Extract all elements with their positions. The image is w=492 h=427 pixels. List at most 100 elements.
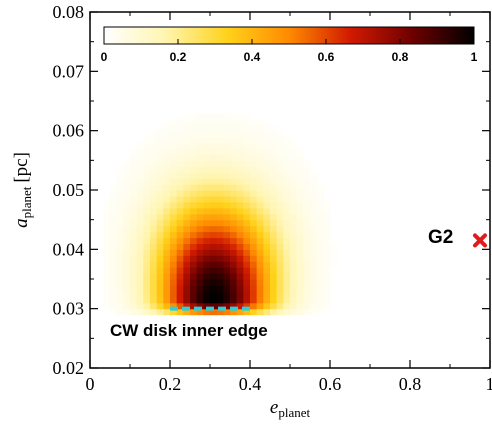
density-cell <box>103 213 111 221</box>
density-cell <box>143 243 151 250</box>
density-cell <box>323 213 331 221</box>
density-cell <box>270 142 278 150</box>
density-cell <box>136 154 144 161</box>
density-cell <box>323 225 331 233</box>
density-cell <box>243 154 251 161</box>
density-cell <box>316 302 324 310</box>
density-cell <box>296 284 304 292</box>
density-cell <box>183 207 191 215</box>
density-cell <box>110 296 118 304</box>
density-cell <box>123 213 131 221</box>
density-cell <box>156 178 164 185</box>
density-cell <box>196 136 204 144</box>
density-cell <box>270 178 278 185</box>
y-axis: 0.02 0.03 0.04 0.05 0.06 0.07 0.08 <box>53 2 490 378</box>
density-cell <box>110 213 118 221</box>
density-cell <box>263 136 271 144</box>
density-cell <box>170 130 178 138</box>
density-cell <box>130 231 138 239</box>
density-cell <box>283 190 291 197</box>
density-cell <box>210 243 218 250</box>
density-cell <box>163 172 171 179</box>
colorbar-ticks: 0 0.2 0.4 0.6 0.8 1 <box>101 39 478 64</box>
density-cell <box>263 148 271 155</box>
density-cell <box>236 302 244 310</box>
density-cell <box>256 124 264 132</box>
density-cell <box>223 273 231 280</box>
density-cell <box>323 207 331 215</box>
density-cell <box>210 184 218 191</box>
density-cell <box>216 190 224 197</box>
density-cell <box>236 184 244 191</box>
density-cell <box>196 148 204 155</box>
density-cell <box>196 160 204 167</box>
density-cell <box>190 284 198 292</box>
density-cell <box>216 201 224 209</box>
density-cell <box>116 284 124 292</box>
density-cell <box>230 296 238 304</box>
density-cell <box>136 261 144 268</box>
density-cell <box>316 290 324 298</box>
density-cell <box>170 261 178 268</box>
density-cell <box>323 249 331 256</box>
density-cell <box>103 225 111 233</box>
density-cell <box>176 118 184 126</box>
density-cell <box>303 178 311 185</box>
density-cell <box>310 308 318 316</box>
density-cell <box>310 184 318 191</box>
density-cell <box>230 142 238 150</box>
density-cell <box>210 136 218 144</box>
density-cell <box>210 124 218 132</box>
density-cell <box>130 225 138 233</box>
density-cell <box>103 267 111 274</box>
density-cell <box>156 279 164 286</box>
density-cell <box>263 243 271 250</box>
density-cell <box>190 296 198 304</box>
density-cell <box>290 195 298 203</box>
density-cell <box>223 142 231 150</box>
density-cell <box>250 219 258 227</box>
density-cell <box>270 225 278 233</box>
density-cell <box>130 284 138 292</box>
density-cell <box>143 178 151 185</box>
density-cell <box>143 142 151 150</box>
density-cell <box>236 231 244 239</box>
density-cell <box>196 118 204 126</box>
density-cell <box>283 148 291 155</box>
density-cell <box>256 142 264 150</box>
density-cell <box>216 160 224 167</box>
density-cell <box>230 148 238 155</box>
density-cell <box>296 279 304 286</box>
density-cell <box>256 273 264 280</box>
density-cell <box>250 201 258 209</box>
density-cell <box>270 296 278 304</box>
density-cell <box>130 279 138 286</box>
density-cell <box>330 255 338 262</box>
density-cell <box>263 172 271 179</box>
density-cell <box>250 225 258 233</box>
density-cell <box>110 273 118 280</box>
density-cell <box>176 219 184 227</box>
density-cell <box>130 290 138 298</box>
density-cell <box>230 284 238 292</box>
density-cell <box>130 184 138 191</box>
density-cell <box>310 302 318 310</box>
density-cell <box>283 172 291 179</box>
density-cell <box>183 290 191 298</box>
density-cell <box>243 290 251 298</box>
colorbar <box>103 26 475 45</box>
density-cell <box>216 279 224 286</box>
density-cell <box>290 237 298 244</box>
density-cell <box>223 160 231 167</box>
density-cell <box>230 136 238 144</box>
density-cell <box>190 302 198 310</box>
density-cell <box>183 190 191 197</box>
density-cell <box>250 124 258 132</box>
density-cell <box>170 184 178 191</box>
density-cell <box>203 308 211 316</box>
density-cell <box>196 201 204 209</box>
density-cell <box>123 290 131 298</box>
density-cell <box>256 130 264 138</box>
density-cell <box>270 195 278 203</box>
density-cell <box>203 124 211 132</box>
